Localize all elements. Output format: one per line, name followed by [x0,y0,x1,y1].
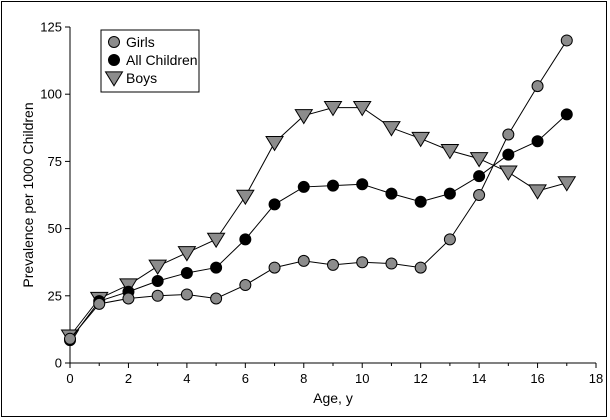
data-point-boys [557,176,577,192]
data-point-all-children [151,275,164,288]
data-point-boys [294,109,314,125]
x-tick-label: 2 [125,371,132,386]
x-tick-label: 8 [300,371,307,386]
data-point-boys [440,144,460,160]
data-point-girls [93,297,106,310]
x-tick-label: 4 [183,371,190,386]
data-point-boys [469,152,489,168]
data-point-boys [265,135,284,152]
series-girls [64,34,573,345]
data-point-girls [210,292,223,305]
y-ticks: 0 25 50 75 100 125 [40,20,70,371]
data-point-girls [356,256,369,269]
data-point-all-children [268,198,281,211]
legend-marker-boys [104,71,124,87]
legend-marker-girls [108,36,120,48]
y-tick-label: 50 [48,221,62,236]
y-tick-label: 100 [40,87,62,102]
data-point-all-children [443,187,456,200]
data-point-girls [502,128,515,141]
legend-marker-all-children [108,54,120,66]
legend: Girls All Children Boys [100,29,200,93]
data-point-girls [473,189,486,201]
data-point-girls [327,258,339,271]
y-tick-label: 0 [55,356,62,371]
legend-items: Girls All Children Boys [104,34,198,87]
series-all-children [64,108,573,347]
data-point-boys [177,246,197,262]
data-point-girls [122,292,135,305]
data-point-boys [148,259,168,276]
y-tick-label: 25 [48,288,62,303]
data-point-all-children [327,179,339,192]
x-tick-label: 16 [530,371,544,386]
x-axis-title: Age, y [313,390,353,406]
y-tick-label: 75 [48,154,62,169]
data-point-all-children [385,187,398,200]
data-point-all-children [473,170,486,183]
data-point-girls [239,279,252,292]
data-point-all-children [502,148,515,161]
data-point-all-children [180,266,193,279]
x-tick-label: 14 [472,371,486,386]
data-point-girls [560,34,573,47]
legend-label-all-children: All Children [126,52,198,68]
data-point-girls [64,332,76,345]
y-axis-title: Prevalence per 1000 Children [20,102,36,287]
x-tick-label: 0 [66,371,73,386]
data-point-all-children [210,261,223,274]
y-tick-label: 125 [40,20,62,35]
x-ticks: 0 2 4 6 8 10 12 14 16 18 [66,363,603,386]
x-tick-label: 6 [242,371,249,386]
data-point-girls [443,233,456,246]
data-point-girls [414,261,427,274]
data-point-all-children [297,180,310,193]
series-line-boys [69,107,567,337]
data-point-boys [206,232,226,249]
data-point-girls [385,257,398,270]
series-boys [60,101,577,345]
data-point-boys [411,131,431,148]
data-point-boys [382,121,401,137]
x-tick-label: 12 [413,371,427,386]
legend-label-girls: Girls [126,34,155,50]
data-point-girls [151,289,164,302]
series-line-all-children [69,113,568,341]
data-point-all-children [239,233,252,246]
data-point-boys [235,189,255,206]
data-point-all-children [414,195,427,208]
data-point-all-children [356,178,369,191]
data-point-girls [268,261,281,274]
data-point-girls [531,80,544,93]
data-point-girls [297,254,310,267]
data-point-boys [528,184,547,200]
series-group [60,34,577,347]
data-point-all-children [531,135,544,148]
legend-label-boys: Boys [126,70,157,86]
data-point-all-children [560,108,573,121]
x-tick-label: 18 [589,371,603,386]
data-point-girls [180,288,193,301]
data-point-boys [352,101,372,117]
x-tick-label: 10 [355,371,369,386]
data-point-boys [323,101,343,117]
data-point-boys [498,165,518,181]
